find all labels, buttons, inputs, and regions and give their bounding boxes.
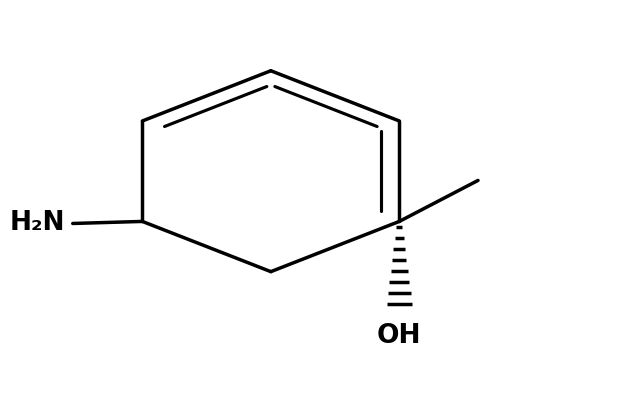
Text: OH: OH: [377, 322, 422, 348]
Text: H₂N: H₂N: [10, 210, 65, 236]
